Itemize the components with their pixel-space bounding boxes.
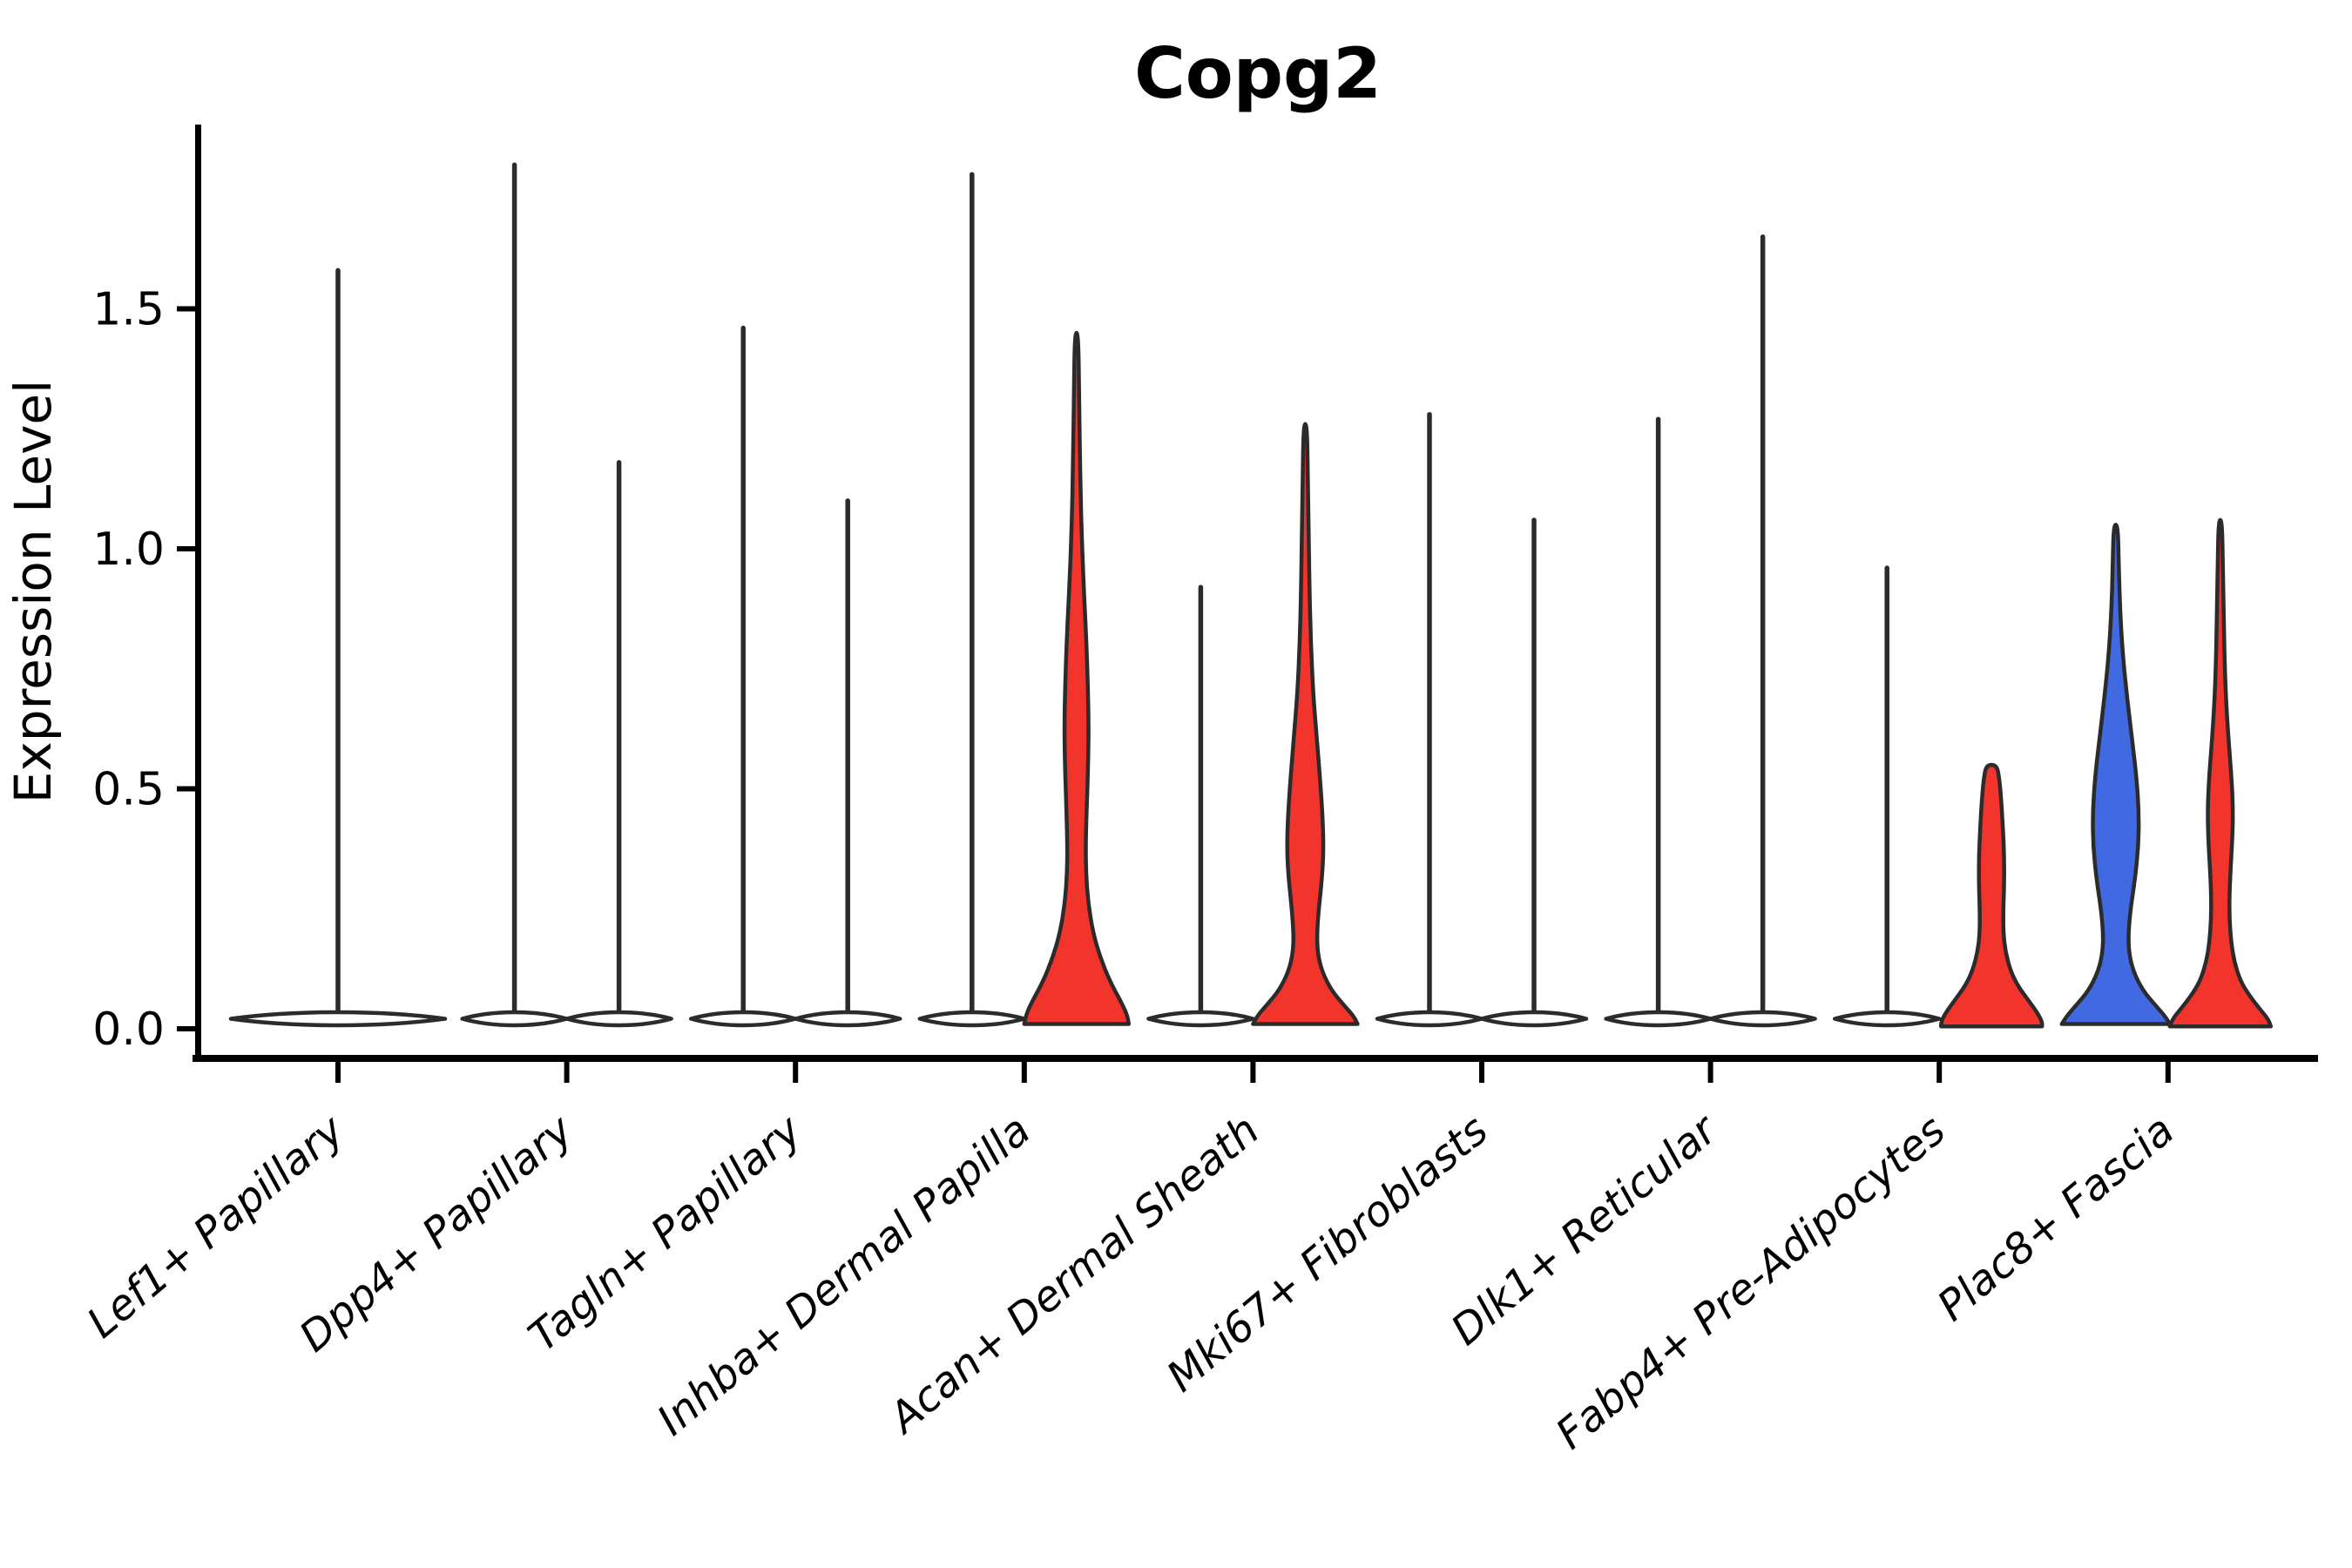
chart-title: Copg2: [1134, 33, 1382, 114]
violin-7-left-base: [1832, 1010, 1942, 1028]
violin-4-left-base: [1146, 1010, 1255, 1028]
violin-5-left-base: [1375, 1010, 1484, 1028]
violin-8-right-body: [2167, 517, 2274, 1029]
violin-1-right-base: [564, 1010, 673, 1028]
violin-7-right-body: [1938, 762, 2044, 1029]
violin-3-left-base: [917, 1010, 1027, 1028]
y-tick-label: 1.0: [92, 524, 165, 576]
violin-2-left-base: [688, 1010, 798, 1028]
violin-0-center-base: [228, 1010, 448, 1028]
violin-3-right-body: [1022, 330, 1132, 1026]
y-tick-label: 1.5: [92, 284, 165, 336]
violin-5-right-base: [1479, 1010, 1589, 1028]
violin-4-right-body: [1251, 422, 1360, 1026]
violin-2-right-base: [793, 1010, 902, 1028]
violins-layer: [228, 162, 2274, 1029]
violin-8-left-body: [2059, 523, 2173, 1026]
y-tick-label: 0.0: [92, 1004, 165, 1056]
y-axis: 0.0 0.5 1.0 1.5: [92, 125, 201, 1062]
violin-1-left-base: [460, 1010, 569, 1028]
violin-6-left-base: [1604, 1010, 1713, 1028]
y-axis-label: Expression Level: [3, 380, 63, 803]
violin-6-right-base: [1708, 1010, 1817, 1028]
y-tick-label: 0.5: [92, 764, 165, 816]
